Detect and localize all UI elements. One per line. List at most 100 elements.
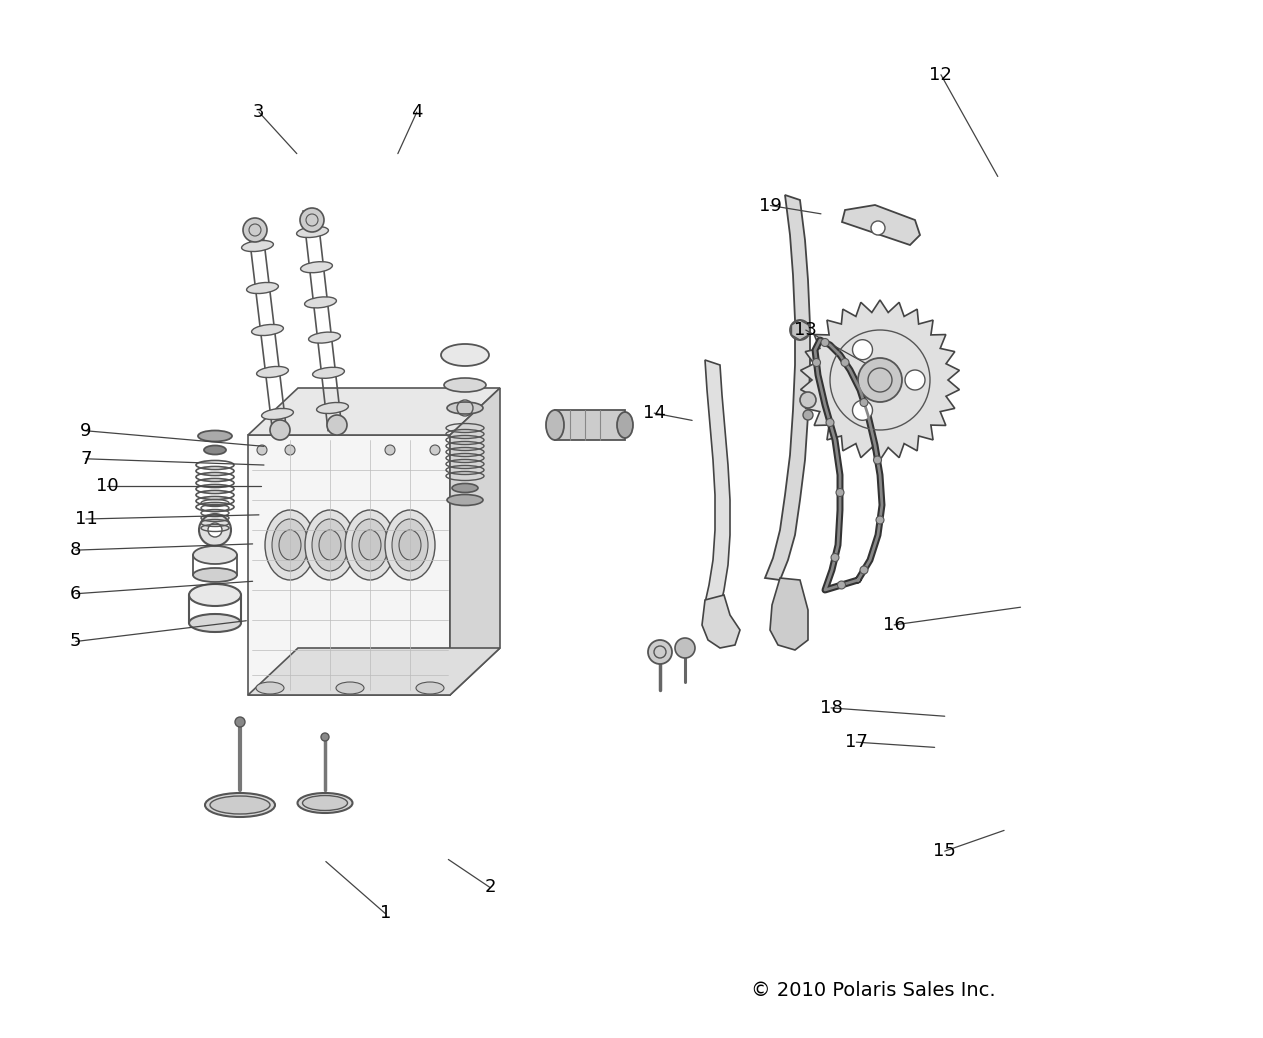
Circle shape — [301, 208, 325, 233]
Circle shape — [321, 733, 328, 741]
Circle shape — [853, 401, 873, 420]
Circle shape — [799, 392, 816, 408]
Circle shape — [385, 445, 395, 455]
Circle shape — [837, 581, 845, 589]
Bar — [554, 410, 625, 440]
Text: 13: 13 — [794, 321, 817, 339]
Ellipse shape — [452, 484, 477, 492]
Polygon shape — [765, 195, 810, 580]
Circle shape — [821, 338, 829, 347]
Circle shape — [860, 566, 868, 574]
Polygon shape — [248, 648, 500, 695]
Text: 11: 11 — [75, 510, 97, 528]
Ellipse shape — [256, 366, 288, 378]
Polygon shape — [705, 360, 730, 608]
Ellipse shape — [312, 519, 349, 571]
Circle shape — [674, 638, 695, 658]
Ellipse shape — [265, 510, 314, 580]
Ellipse shape — [198, 431, 232, 441]
Ellipse shape — [447, 402, 482, 414]
Ellipse shape — [336, 682, 364, 694]
Ellipse shape — [416, 682, 445, 694]
Ellipse shape — [256, 682, 284, 694]
Circle shape — [812, 312, 949, 448]
Circle shape — [831, 553, 839, 562]
Ellipse shape — [441, 344, 489, 366]
Ellipse shape — [210, 796, 270, 814]
Text: 8: 8 — [69, 541, 82, 559]
Polygon shape — [770, 578, 808, 650]
Circle shape — [200, 514, 231, 546]
Circle shape — [256, 445, 266, 455]
Ellipse shape — [618, 412, 633, 438]
Circle shape — [327, 415, 347, 435]
Circle shape — [858, 358, 902, 402]
Text: 2: 2 — [484, 878, 496, 897]
Text: 14: 14 — [643, 404, 666, 422]
Circle shape — [270, 420, 290, 440]
Circle shape — [208, 523, 222, 537]
Circle shape — [242, 218, 266, 242]
Circle shape — [429, 445, 440, 455]
Text: 19: 19 — [759, 196, 782, 215]
Ellipse shape — [304, 510, 355, 580]
Text: 15: 15 — [933, 842, 956, 861]
Text: 3: 3 — [253, 103, 265, 121]
Circle shape — [871, 221, 885, 235]
Ellipse shape — [251, 325, 283, 335]
Ellipse shape — [312, 367, 345, 378]
Ellipse shape — [205, 445, 226, 455]
Ellipse shape — [317, 403, 349, 413]
Ellipse shape — [261, 409, 293, 419]
Circle shape — [285, 445, 296, 455]
Circle shape — [235, 717, 245, 727]
Text: © 2010 Polaris Sales Inc.: © 2010 Polaris Sales Inc. — [751, 981, 997, 1000]
Ellipse shape — [352, 519, 388, 571]
Ellipse shape — [304, 297, 336, 308]
Text: 17: 17 — [845, 733, 868, 752]
Ellipse shape — [189, 614, 241, 632]
Text: 6: 6 — [69, 584, 82, 603]
Text: 10: 10 — [96, 476, 119, 495]
Polygon shape — [842, 204, 919, 245]
Ellipse shape — [301, 262, 332, 273]
Ellipse shape — [193, 546, 237, 564]
Text: 9: 9 — [80, 421, 92, 440]
Ellipse shape — [205, 793, 275, 817]
Circle shape — [853, 339, 873, 360]
Ellipse shape — [279, 530, 301, 559]
Ellipse shape — [399, 530, 421, 559]
Ellipse shape — [320, 530, 341, 559]
Ellipse shape — [359, 530, 381, 559]
Circle shape — [812, 358, 821, 366]
Ellipse shape — [308, 332, 341, 344]
Text: 7: 7 — [80, 449, 92, 468]
Polygon shape — [801, 300, 960, 460]
Circle shape — [803, 410, 813, 420]
Ellipse shape — [297, 226, 328, 238]
Ellipse shape — [345, 510, 395, 580]
Ellipse shape — [298, 793, 352, 813]
Ellipse shape — [303, 795, 347, 811]
Text: 18: 18 — [820, 699, 842, 717]
Ellipse shape — [241, 241, 273, 251]
Ellipse shape — [189, 584, 241, 606]
Ellipse shape — [447, 494, 482, 506]
Text: 1: 1 — [379, 904, 392, 923]
Text: 12: 12 — [930, 65, 952, 84]
Circle shape — [841, 358, 849, 366]
Circle shape — [826, 418, 834, 427]
Circle shape — [860, 399, 868, 407]
Text: 4: 4 — [410, 103, 423, 121]
Circle shape — [874, 456, 882, 464]
Circle shape — [906, 370, 925, 390]
Ellipse shape — [272, 519, 308, 571]
Ellipse shape — [193, 568, 237, 582]
Circle shape — [836, 489, 844, 496]
Text: 16: 16 — [883, 616, 906, 634]
Circle shape — [877, 516, 884, 524]
Polygon shape — [248, 388, 500, 435]
Ellipse shape — [392, 519, 428, 571]
Ellipse shape — [445, 378, 486, 392]
Circle shape — [789, 320, 810, 340]
